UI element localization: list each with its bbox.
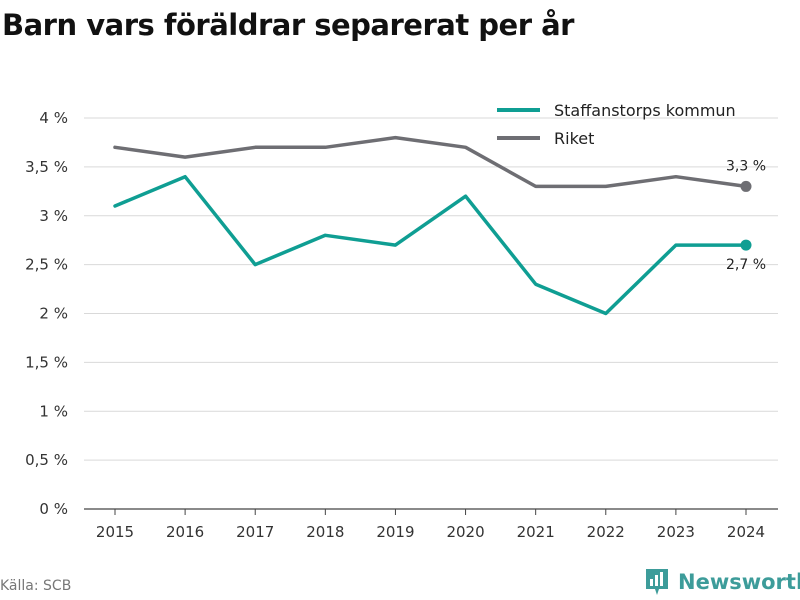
x-tick-label: 2016	[166, 523, 204, 541]
newsworthy-logo-icon	[646, 569, 668, 595]
y-tick-label: 1 %	[39, 402, 68, 420]
x-tick-label: 2022	[587, 523, 625, 541]
series-line-1	[113, 135, 748, 189]
source-note: Källa: SCB	[0, 578, 72, 594]
y-axis-ticks: 0 % 0,5 % 1 % 1,5 % 2 % 2,5 % 3 % 3,5 % 4 %	[25, 109, 68, 518]
y-tick-label: 4 %	[39, 109, 68, 127]
legend: Staffanstorps kommun Riket	[497, 101, 736, 148]
x-tick-label: 2024	[727, 523, 765, 541]
x-tick-label: 2023	[657, 523, 695, 541]
y-tick-label: 2,5 %	[25, 256, 68, 274]
x-tick-label: 2021	[517, 523, 555, 541]
end-point-1	[740, 180, 752, 192]
end-label-0: 2,7 %	[726, 257, 766, 273]
end-points: 2,7 % 3,3 %	[726, 158, 766, 273]
x-tick-label: 2015	[96, 523, 134, 541]
series-line-0	[113, 174, 748, 316]
end-label-1: 3,3 %	[726, 158, 766, 174]
x-tick-label: 2019	[376, 523, 414, 541]
legend-label-0: Staffanstorps kommun	[554, 101, 736, 120]
brand-logo: Newsworthy	[644, 567, 800, 597]
grid-lines	[84, 117, 778, 510]
y-tick-label: 2 %	[39, 305, 68, 323]
x-tick-label: 2020	[446, 523, 484, 541]
x-tick-label: 2018	[306, 523, 344, 541]
y-tick-label: 1,5 %	[25, 353, 68, 371]
chart-title: Barn vars föräldrar separerat per år	[2, 8, 574, 42]
y-tick-label: 3 %	[39, 207, 68, 225]
series-lines	[113, 135, 748, 316]
x-tick-label: 2017	[236, 523, 274, 541]
brand-name: Newsworthy	[678, 570, 800, 594]
x-axis: 2015 2016 2017 2018 2019 2020 2021 2022 2023 2024	[96, 509, 765, 541]
y-tick-label: 0 %	[39, 500, 68, 518]
y-tick-label: 0,5 %	[25, 451, 68, 469]
y-tick-label: 3,5 %	[25, 158, 68, 176]
legend-label-1: Riket	[554, 129, 594, 148]
end-point-0	[740, 239, 752, 251]
